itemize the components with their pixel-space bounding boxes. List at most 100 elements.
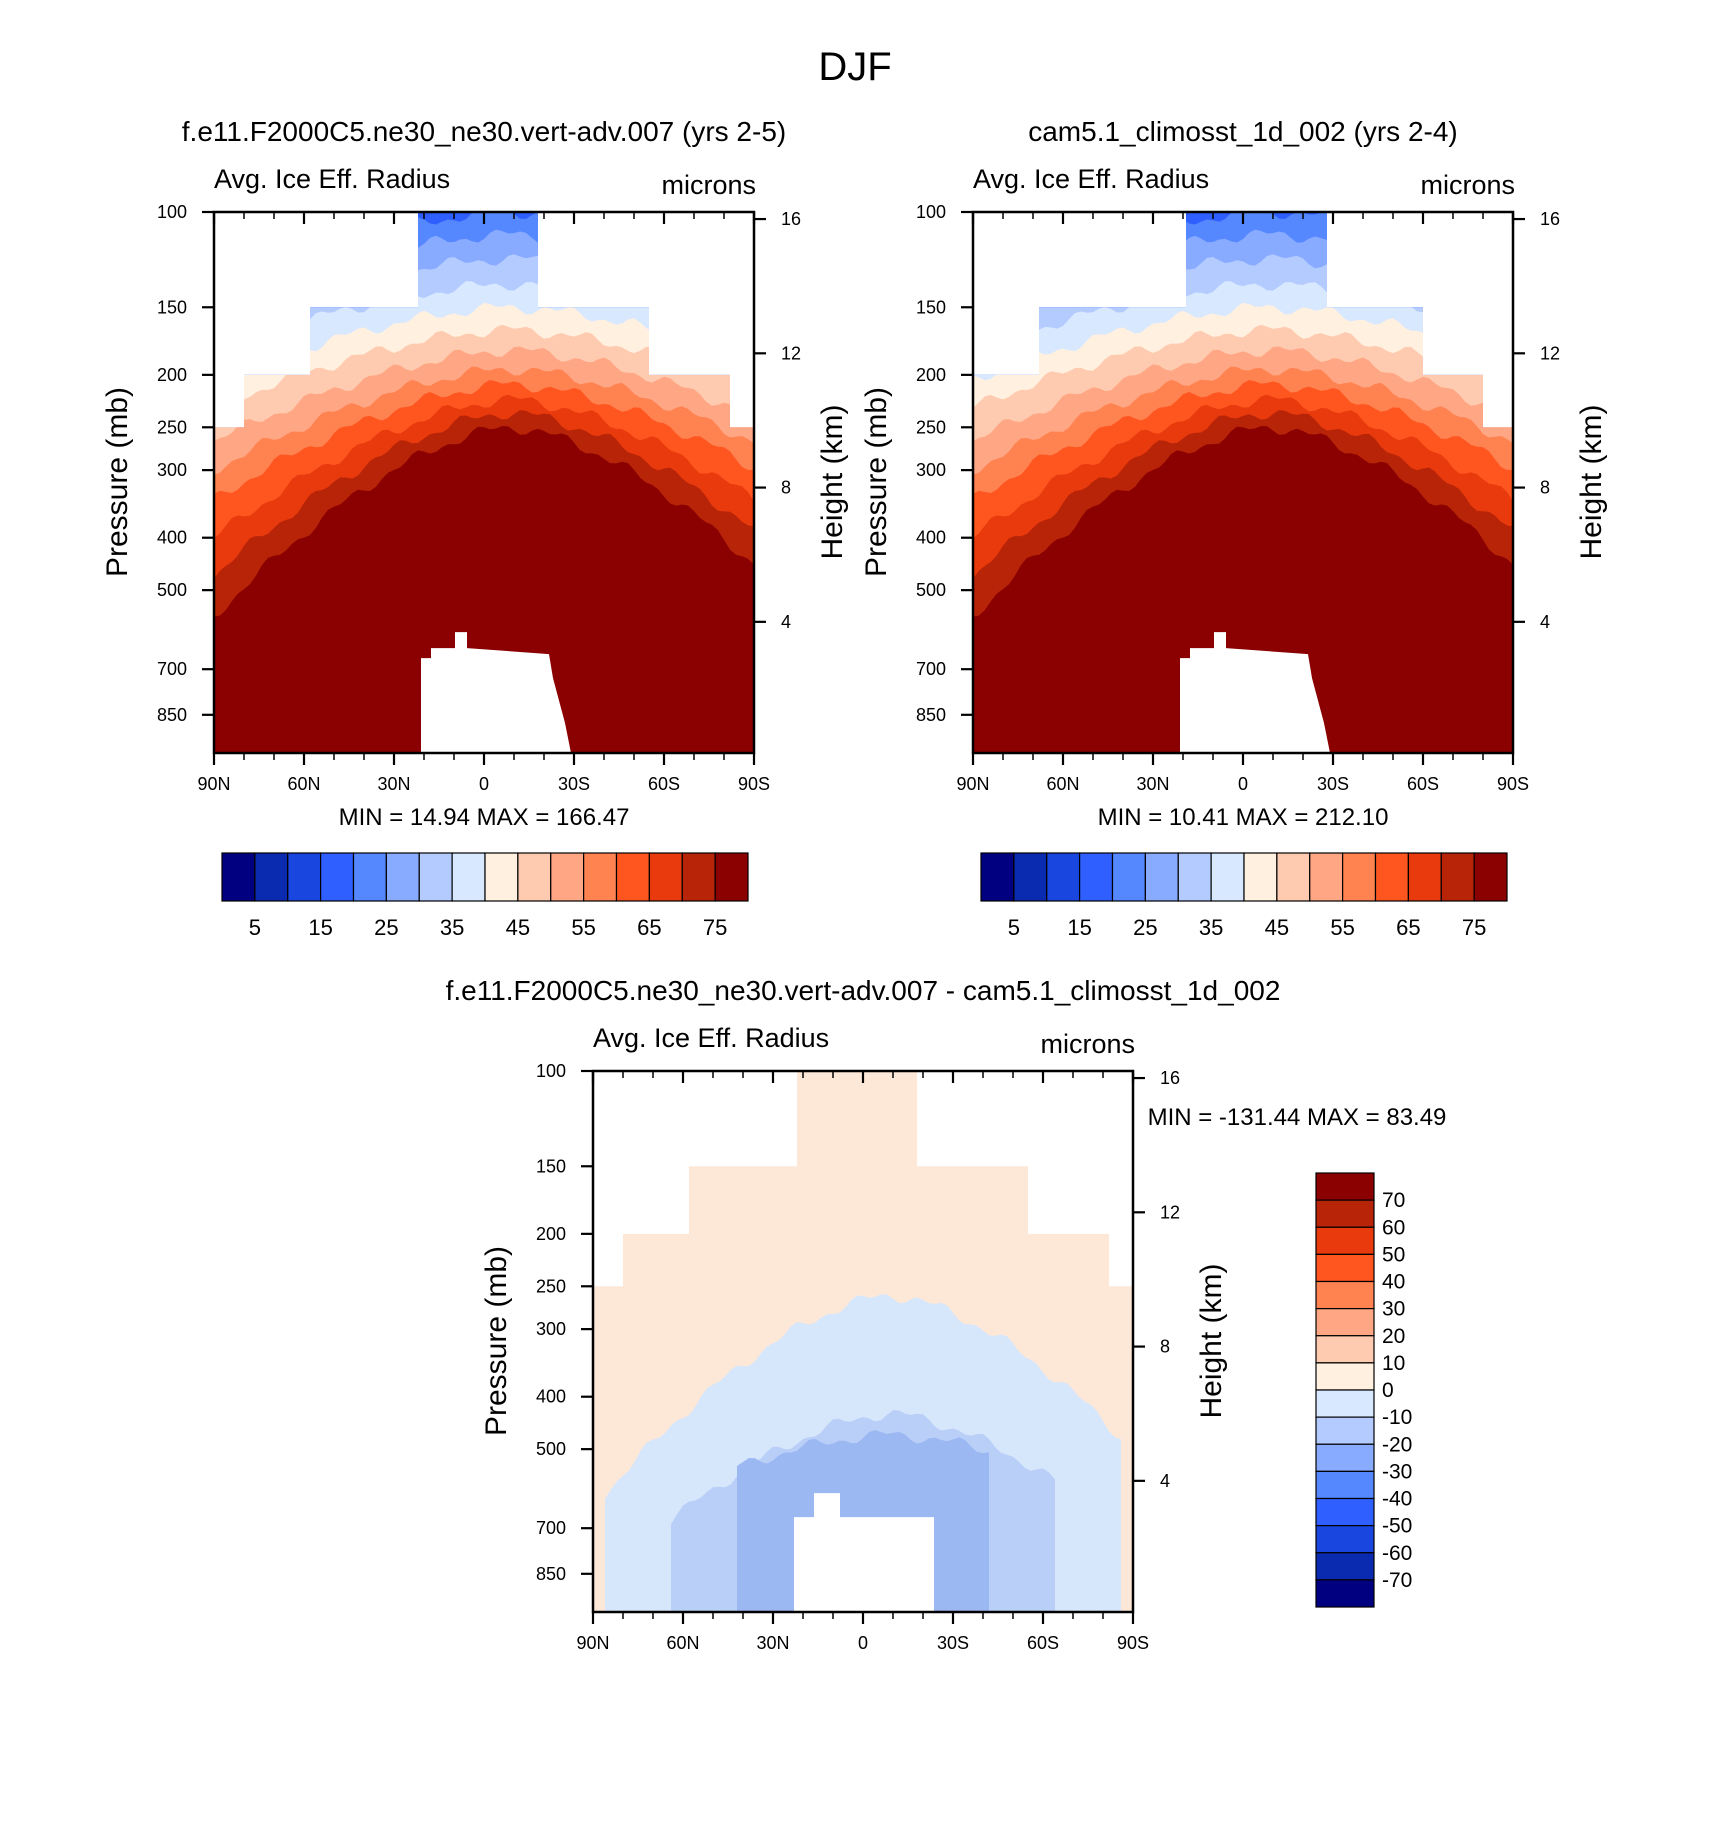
colorbar-swatch (1111, 852, 1146, 902)
y2-tick-label: 12 (1160, 1202, 1180, 1222)
colorbar-label: 55 (1330, 915, 1354, 940)
x-tick-label: 90N (576, 1633, 609, 1653)
y-tick-label: 100 (536, 1061, 566, 1081)
y-tick-label: 400 (916, 528, 946, 548)
field-band (214, 426, 754, 753)
y2-tick-label: 4 (781, 612, 791, 632)
colorbar-swatch (418, 852, 453, 902)
units-label: microns (1040, 1029, 1135, 1059)
y-tick-label: 850 (916, 705, 946, 725)
colorbar-label: 20 (1382, 1325, 1405, 1348)
colorbar-swatch (1473, 852, 1508, 902)
y-tick-label: 850 (157, 705, 187, 725)
colorbar-swatch (1309, 852, 1344, 902)
colorbar-label: 15 (1067, 915, 1091, 940)
plot-area (973, 212, 1513, 753)
y-tick-label: 300 (157, 460, 187, 480)
colorbar-label: 75 (1462, 915, 1486, 940)
x-tick-label: 30N (1136, 774, 1169, 794)
colorbar-label: -20 (1382, 1433, 1412, 1456)
colorbar-label: 25 (374, 915, 398, 940)
colorbar-label: -10 (1382, 1406, 1412, 1429)
figure-title: DJF (818, 45, 891, 89)
field-band (973, 426, 1513, 753)
x-tick-label: 0 (858, 1633, 868, 1653)
colorbar-label: 15 (308, 915, 332, 940)
y-tick-label: 700 (916, 659, 946, 679)
colorbar-swatch (1315, 1389, 1375, 1418)
colorbar-swatch (1374, 852, 1409, 902)
colorbar-swatch (1315, 1362, 1375, 1391)
colorbar-swatch (287, 852, 322, 902)
missing-region (794, 1493, 934, 1612)
y-tick-label: 250 (916, 417, 946, 437)
colorbar-swatch (648, 852, 683, 902)
colorbar-swatch (1315, 1552, 1375, 1581)
x-tick-label: 90S (1497, 774, 1529, 794)
x-tick-label: 90S (1117, 1633, 1149, 1653)
y-tick-label: 400 (536, 1387, 566, 1407)
field-layers (973, 212, 1513, 753)
colorbar-swatch (1144, 852, 1179, 902)
field-layers (593, 1071, 1133, 1612)
variable-label: Avg. Ice Eff. Radius (593, 1023, 829, 1053)
colorbar-label: 65 (637, 915, 661, 940)
colorbar: 5 15 25 35 45 55 65 75 (980, 852, 1508, 940)
colorbar-swatch (385, 852, 420, 902)
colorbar-label: 30 (1382, 1298, 1405, 1321)
colorbar-label: 70 (1382, 1189, 1405, 1212)
colorbar-swatch (1315, 1280, 1375, 1310)
colorbar-label: 0 (1382, 1379, 1394, 1402)
colorbar-swatch (451, 852, 486, 902)
colorbar-label: -40 (1382, 1488, 1412, 1511)
y2-tick-label: 4 (1160, 1471, 1170, 1491)
min-max-text: MIN = -131.44 MAX = 83.49 (1148, 1104, 1447, 1131)
y-tick-label: 300 (916, 460, 946, 480)
colorbar-label: 10 (1382, 1352, 1405, 1375)
x-tick-label: 30S (1317, 774, 1349, 794)
y2-tick-label: 12 (1540, 343, 1560, 363)
colorbar-swatch (1440, 852, 1475, 902)
min-max-text: MIN = 14.94 MAX = 166.47 (339, 804, 630, 831)
variable-label: Avg. Ice Eff. Radius (214, 164, 450, 194)
colorbar-label: 35 (440, 915, 464, 940)
y2-tick-label: 8 (1160, 1337, 1170, 1357)
y-tick-label: 500 (536, 1439, 566, 1459)
colorbar-swatch (1315, 1253, 1375, 1283)
x-tick-label: 0 (1238, 774, 1248, 794)
x-tick-label: 30S (937, 1633, 969, 1653)
colorbar-swatch (1243, 852, 1278, 902)
colorbar-swatch (1315, 1470, 1375, 1500)
y-tick-label: 250 (157, 417, 187, 437)
x-tick-label: 60N (287, 774, 320, 794)
x-tick-label: 30S (558, 774, 590, 794)
colorbar-swatch (221, 852, 256, 902)
y2-axis-label: Height (km) (1575, 404, 1608, 559)
y-tick-label: 150 (916, 297, 946, 317)
colorbar-label: 55 (571, 915, 595, 940)
y-tick-label: 150 (157, 297, 187, 317)
x-tick-label: 60S (648, 774, 680, 794)
units-label: microns (661, 170, 756, 200)
colorbar-label: -60 (1382, 1542, 1412, 1565)
y-tick-label: 200 (157, 365, 187, 385)
y-tick-label: 700 (536, 1518, 566, 1538)
plot-area (214, 212, 754, 753)
colorbar-swatch (320, 852, 355, 902)
y-axis-label: Pressure (mb) (101, 387, 134, 577)
y-tick-label: 100 (157, 202, 187, 222)
colorbar-label: -70 (1382, 1569, 1412, 1592)
colorbar-label: 65 (1396, 915, 1420, 940)
missing-region (1180, 632, 1330, 753)
panel-model-b: cam5.1_climosst_1d_002 (yrs 2-4) Avg. Ic… (860, 116, 1608, 940)
x-tick-label: 60N (666, 1633, 699, 1653)
y2-tick-label: 16 (1160, 1068, 1180, 1088)
colorbar-swatch (583, 852, 618, 902)
colorbar-swatch (254, 852, 289, 902)
colorbar-label: 40 (1382, 1271, 1405, 1294)
y-tick-label: 850 (536, 1564, 566, 1584)
y-tick-label: 200 (916, 365, 946, 385)
y-axis-label: Pressure (mb) (860, 387, 893, 577)
colorbar-label: 50 (1382, 1243, 1405, 1266)
